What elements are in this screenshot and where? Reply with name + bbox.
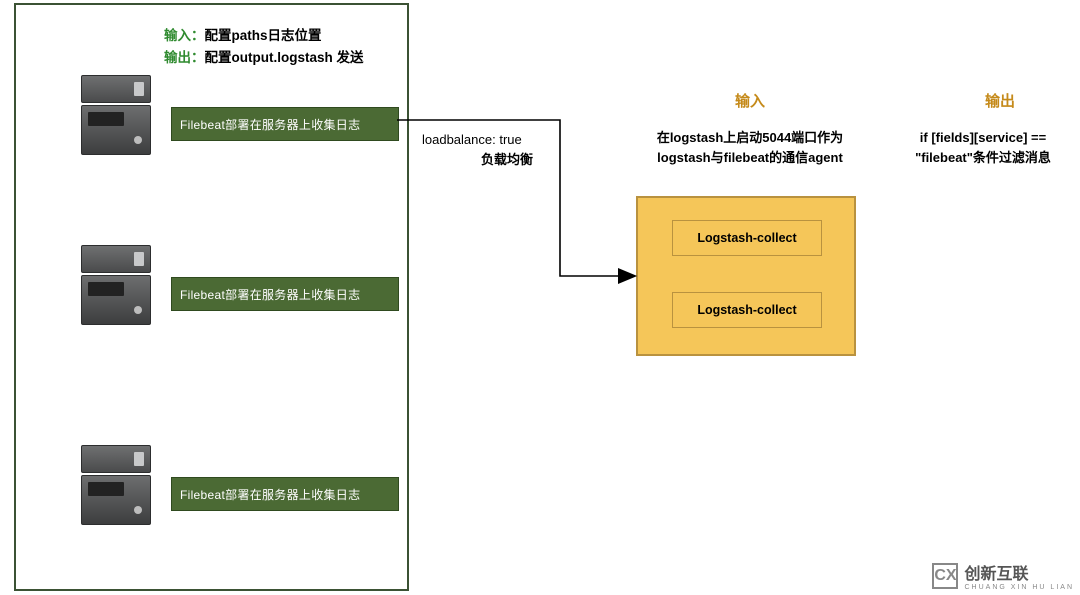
input-description: 在logstash上启动5044端口作为logstash与filebeat的通信… [640,128,860,168]
loadbalance-line2: 负载均衡 [422,150,592,170]
server-icon [81,75,171,163]
config-output-val: 配置output.logstash 发送 [205,50,364,65]
logstash-node: Logstash-collect [672,292,822,328]
config-input-key: 输入： [164,28,205,43]
config-input-line: 输入：配置paths日志位置 [164,25,364,47]
server-icon [81,245,171,333]
filebeat-bar: Filebeat部署在服务器上收集日志 [171,107,399,141]
watermark-sub: CHUANG XIN HU LIAN [964,584,1074,591]
config-input-val: 配置paths日志位置 [205,28,322,43]
config-output-key: 输出： [164,50,205,65]
server-icon-bot [81,275,151,325]
server-icon [81,445,171,533]
server-icon-top [81,445,151,473]
server-icon-top [81,245,151,273]
filebeat-bar: Filebeat部署在服务器上收集日志 [171,277,399,311]
server-icon-bot [81,475,151,525]
output-description: if [fields][service] == "filebeat"条件过滤消息 [888,128,1078,168]
watermark-brand: 创新互联 [964,566,1028,583]
config-text: 输入：配置paths日志位置 输出：配置output.logstash 发送 [164,25,364,69]
filebeat-panel: 输入：配置paths日志位置 输出：配置output.logstash 发送 F… [14,3,409,591]
output-header: 输出 [940,90,1060,111]
server-row: Filebeat部署在服务器上收集日志 [81,75,391,165]
server-row: Filebeat部署在服务器上收集日志 [81,445,391,535]
server-icon-bot [81,105,151,155]
logstash-node: Logstash-collect [672,220,822,256]
input-header: 输入 [690,90,810,111]
server-row: Filebeat部署在服务器上收集日志 [81,245,391,335]
watermark-logo-icon: CX [932,563,958,589]
logstash-collector-box: Logstash-collect Logstash-collect [636,196,856,356]
server-icon-top [81,75,151,103]
watermark: CX 创新互联 CHUANG XIN HU LIAN [932,560,1074,591]
config-output-line: 输出：配置output.logstash 发送 [164,47,364,69]
watermark-text: 创新互联 CHUANG XIN HU LIAN [964,560,1074,591]
loadbalance-annotation: loadbalance: true 负载均衡 [422,130,592,170]
loadbalance-line1: loadbalance: true [422,132,522,147]
filebeat-bar: Filebeat部署在服务器上收集日志 [171,477,399,511]
